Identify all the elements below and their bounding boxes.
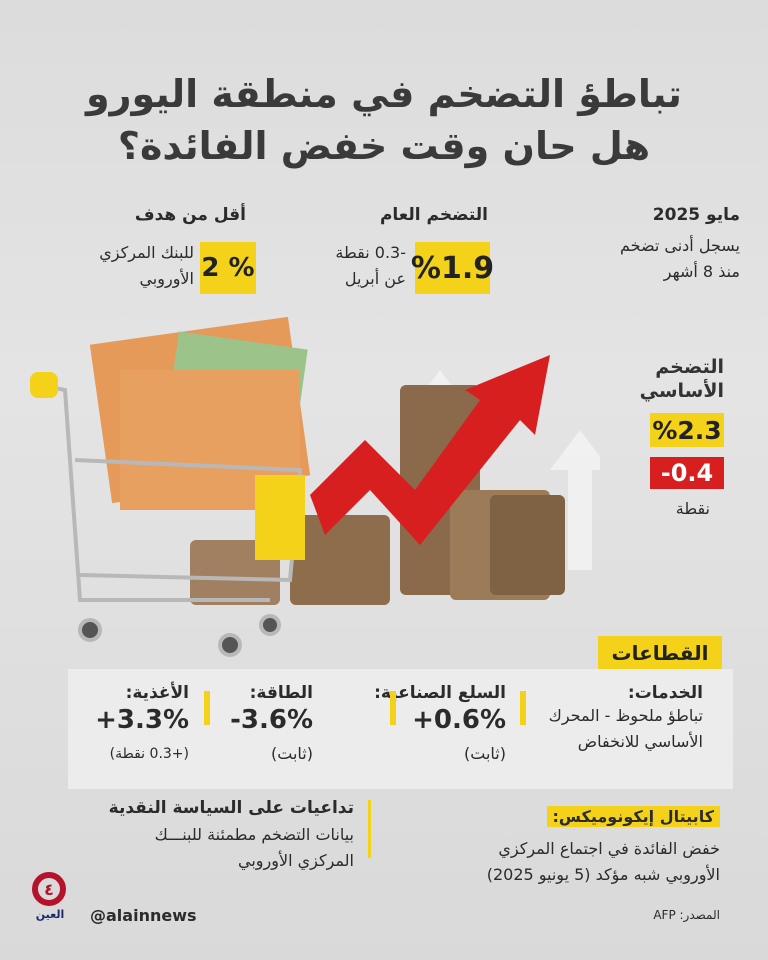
divider bbox=[204, 691, 210, 725]
sector-value: -3.6% bbox=[230, 705, 313, 735]
policy-line-2: المركزي الأوروبي bbox=[238, 851, 354, 870]
target-text: للبنك المركزي الأوروبي bbox=[74, 240, 194, 292]
sector-industrial: السلع الصناعية: +0.6% (ثابت) bbox=[346, 683, 506, 767]
core-change: -0.4 bbox=[650, 457, 724, 489]
cart-bumper bbox=[255, 475, 305, 560]
headline-value: %1.9 bbox=[411, 242, 494, 294]
target-line-1: للبنك المركزي bbox=[99, 243, 194, 262]
sector-value: +0.6% bbox=[412, 705, 506, 735]
divider bbox=[390, 691, 396, 725]
cart-handle bbox=[30, 372, 58, 398]
sector-services: الخدمات: تباطؤ ملحوظ - المحرك الأساسي لل… bbox=[463, 683, 703, 755]
sector-name: السلع الصناعية: bbox=[374, 683, 506, 703]
core-unit: نقطة bbox=[675, 499, 710, 518]
divider bbox=[520, 691, 526, 725]
sector-food: الأغذية: +3.3% (+0.3 نقطة) bbox=[69, 683, 189, 767]
sector-value: +3.3% bbox=[95, 705, 189, 735]
sector-name: الأغذية: bbox=[125, 683, 189, 703]
title-line-1: تباطؤ التضخم في منطقة اليورو bbox=[86, 72, 682, 116]
date-line-1: يسجل أدنى تضخم bbox=[619, 236, 740, 255]
alain-logo-text: العين bbox=[35, 908, 65, 921]
policy-line-1: بيانات التضخم مطمئنة للبنـــك bbox=[154, 825, 354, 844]
sector-note: (ثابت) bbox=[464, 744, 506, 763]
sector-name: الخدمات: bbox=[627, 683, 703, 703]
sectors-panel: الخدمات: تباطؤ ملحوظ - المحرك الأساسي لل… bbox=[68, 669, 733, 789]
euro-banknotes-icon bbox=[89, 316, 311, 510]
sector-energy: الطاقة: -3.6% (ثابت) bbox=[193, 683, 313, 767]
capital-line-1: خفض الفائدة في اجتماع المركزي bbox=[498, 839, 720, 858]
core-heading: التضخم الأساسي bbox=[640, 355, 724, 403]
sector-line-2: الأساسي للانخفاض bbox=[577, 732, 703, 751]
capital-label: كابيتال إيكونوميكس: bbox=[546, 806, 720, 827]
divider bbox=[368, 800, 371, 858]
core-heading-line-2: الأساسي bbox=[639, 380, 724, 402]
target-value: 2 % bbox=[200, 242, 256, 294]
capital-line-2: الأوروبي شبه مؤكد (5 يونيو 2025) bbox=[486, 865, 720, 884]
social-handle: @alainnews bbox=[90, 906, 197, 925]
sectors-label: القطاعات bbox=[598, 636, 722, 669]
illustration-cart-coins-arrow bbox=[30, 316, 600, 657]
target-line-2: الأوروبي bbox=[139, 269, 194, 288]
alain-logo-icon: ٤ bbox=[32, 872, 66, 906]
headline-change-note: عن أبريل bbox=[344, 269, 406, 288]
policy-heading: تداعيات على السياسة النقدية bbox=[108, 798, 354, 818]
headline-heading: التضخم العام bbox=[379, 205, 488, 225]
policy-block: تداعيات على السياسة النقدية بيانات التضخ… bbox=[74, 798, 354, 874]
core-heading-line-1: التضخم bbox=[655, 356, 724, 378]
sector-note: (+0.3 نقطة) bbox=[109, 746, 189, 762]
date-block: مايو 2025 يسجل أدنى تضخم منذ 8 أشهر bbox=[520, 205, 740, 285]
headline-change: -0.3 نقطة bbox=[335, 243, 406, 262]
date-heading: مايو 2025 bbox=[652, 205, 740, 225]
red-rising-arrow-icon bbox=[310, 355, 550, 545]
headline-change-block: -0.3 نقطة عن أبريل bbox=[286, 240, 406, 292]
capital-text: خفض الفائدة في اجتماع المركزي الأوروبي ش… bbox=[400, 836, 720, 888]
sector-name: الطاقة: bbox=[249, 683, 313, 703]
target-heading: أقل من هدف bbox=[134, 205, 246, 225]
sector-line-1: تباطؤ ملحوظ - المحرك bbox=[548, 706, 703, 725]
sector-note: (ثابت) bbox=[271, 744, 313, 763]
core-value: %2.3 bbox=[650, 413, 724, 447]
source: المصدر: AFP bbox=[653, 908, 720, 922]
title-line-2: هل حان وقت خفض الفائدة؟ bbox=[117, 124, 651, 168]
date-line-2: منذ 8 أشهر bbox=[663, 262, 740, 281]
